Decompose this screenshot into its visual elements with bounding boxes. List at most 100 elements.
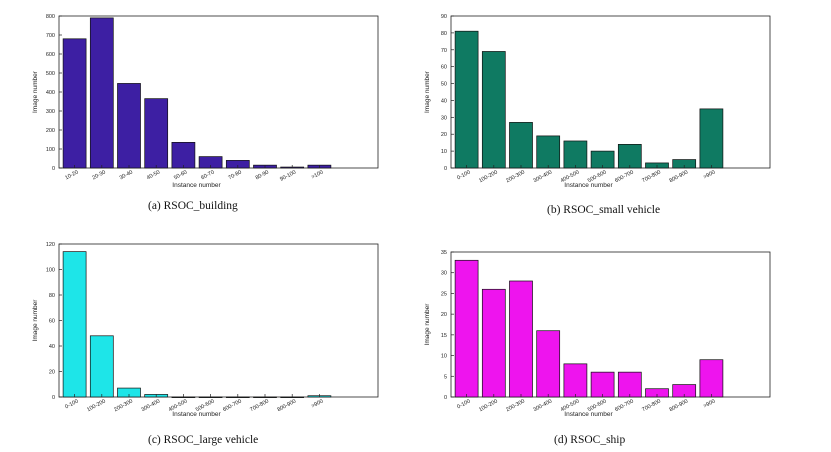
x-tick-label-c: 600-700	[222, 398, 243, 413]
y-tick-label-d: 30	[441, 271, 447, 277]
y-tick-label-c: 40	[49, 344, 55, 350]
bar-d	[454, 259, 479, 398]
x-tick-label-a: 20-30	[91, 169, 106, 181]
x-tick-label-b: 100-200	[478, 169, 499, 184]
bar-c	[62, 251, 87, 398]
y-tick-label-a: 0	[52, 166, 55, 172]
x-tick-label-c: 200-300	[113, 398, 134, 413]
bar-c	[225, 396, 250, 398]
x-axis-label-b: Instance number	[564, 182, 613, 189]
x-tick-label-a: 90-100	[279, 169, 297, 182]
bar-a	[117, 83, 141, 169]
chart-c: 0 20 40 60 80 100 120 0-100 100-200 200-300 300-40…	[32, 242, 379, 418]
y-tick-label-b: 80	[441, 31, 447, 37]
bar-b	[509, 122, 533, 169]
chart-a: 0 100 200 300 400 500 600 700 800 10-20 20-30 30-40…	[32, 14, 379, 189]
y-tick-label-d: 15	[441, 333, 447, 339]
y-tick-label-d: 25	[441, 291, 447, 297]
bar-c	[171, 396, 196, 398]
x-tick-label-a: >100	[311, 169, 325, 180]
x-axis-label-d: Instance number	[564, 411, 613, 418]
x-tick-label-a: 60-70	[200, 169, 215, 181]
x-tick-label-a: 40-50	[146, 169, 161, 181]
bar-c	[89, 335, 114, 398]
x-tick-label-d: 800-900	[668, 398, 689, 413]
bar-c	[280, 396, 305, 398]
y-tick-label-a: 200	[46, 128, 55, 134]
bar-a	[62, 38, 87, 169]
x-tick-label-b: >900	[703, 169, 717, 180]
bar-b	[699, 108, 724, 169]
x-tick-label-c: 800-900	[276, 398, 297, 413]
y-tick-label-b: 90	[441, 14, 447, 20]
x-tick-label-b: 300-400	[532, 169, 553, 184]
bar-b	[454, 30, 479, 169]
bar-a	[171, 142, 196, 169]
bar-d	[536, 330, 561, 398]
chart-b: 0 10 20 30 40 50 60 70 80 90 0-100 100-200 200-300 30…	[424, 14, 771, 189]
x-tick-label-d: 300-400	[532, 398, 553, 413]
bar-c	[253, 396, 277, 398]
x-axis-label-a: Instance number	[172, 182, 221, 189]
bar-a	[144, 98, 169, 169]
x-tick-label-c: 700-800	[249, 398, 270, 413]
y-tick-label-a: 300	[46, 109, 55, 115]
x-axis-label-c: Instance number	[172, 411, 221, 418]
caption-c: (c) RSOC_large vehicle	[148, 434, 259, 446]
chart-d: 0 5 10 15 20 25 30 35 0-100 100-200 200-300 300-400…	[424, 250, 771, 418]
x-tick-label-c: >900	[311, 398, 325, 409]
x-tick-label-d: 100-200	[478, 398, 499, 413]
x-tick-label-a: 30-40	[119, 169, 134, 181]
caption-b: (b) RSOC_small vehicle	[547, 204, 661, 216]
x-tick-label-a: 50-60	[173, 169, 188, 181]
y-tick-label-a: 500	[46, 71, 55, 77]
x-tick-label-a: 80-90	[255, 169, 270, 181]
y-axis-label-a: Image number	[32, 70, 39, 113]
x-tick-label-a: 70-80	[227, 169, 242, 181]
x-tick-label-c: 300-400	[140, 398, 161, 413]
x-tick-label-b: 0-100	[456, 169, 471, 181]
y-axis-label-d: Image number	[424, 303, 431, 346]
y-tick-label-c: 0	[52, 395, 55, 401]
y-tick-label-c: 120	[46, 242, 55, 248]
y-tick-label-b: 40	[441, 98, 447, 104]
bar-d	[481, 288, 506, 398]
x-tick-label-b: 700-800	[641, 169, 662, 184]
y-tick-label-c: 20	[49, 370, 55, 376]
y-tick-label-a: 100	[46, 147, 55, 153]
y-tick-label-a: 700	[46, 33, 55, 39]
y-tick-label-b: 20	[441, 132, 447, 138]
y-axis-label-c: Image number	[32, 299, 39, 342]
x-tick-label-d: >900	[703, 398, 717, 409]
y-tick-label-c: 100	[46, 268, 55, 274]
y-tick-label-d: 35	[441, 250, 447, 256]
y-axis-label-b: Image number	[424, 70, 431, 113]
y-tick-label-b: 10	[441, 149, 447, 155]
y-tick-label-b: 30	[441, 115, 447, 121]
bar-a	[89, 17, 114, 169]
bar-b	[536, 135, 561, 169]
y-tick-label-d: 0	[444, 395, 447, 401]
y-tick-label-b: 70	[441, 48, 447, 54]
y-tick-label-b: 50	[441, 82, 447, 88]
y-tick-label-c: 80	[49, 293, 55, 299]
bar-d	[590, 371, 615, 398]
x-tick-label-d: 600-700	[614, 398, 635, 413]
y-tick-label-b: 0	[444, 166, 447, 172]
x-tick-label-d: 0-100	[456, 398, 471, 410]
bar-b	[563, 140, 588, 169]
y-tick-label-b: 60	[441, 65, 447, 71]
caption-d: (d) RSOC_ship	[554, 434, 626, 446]
x-tick-label-a: 10-20	[64, 169, 79, 181]
x-tick-label-d: 200-300	[505, 398, 526, 413]
y-tick-label-d: 20	[441, 312, 447, 318]
x-tick-label-b: 800-900	[668, 169, 689, 184]
y-tick-label-a: 600	[46, 52, 55, 58]
bar-b	[617, 144, 642, 169]
y-tick-label-d: 5	[444, 374, 447, 380]
y-tick-label-a: 400	[46, 90, 55, 96]
bar-c	[198, 396, 223, 398]
bar-d	[509, 280, 533, 398]
y-tick-label-c: 60	[49, 319, 55, 325]
